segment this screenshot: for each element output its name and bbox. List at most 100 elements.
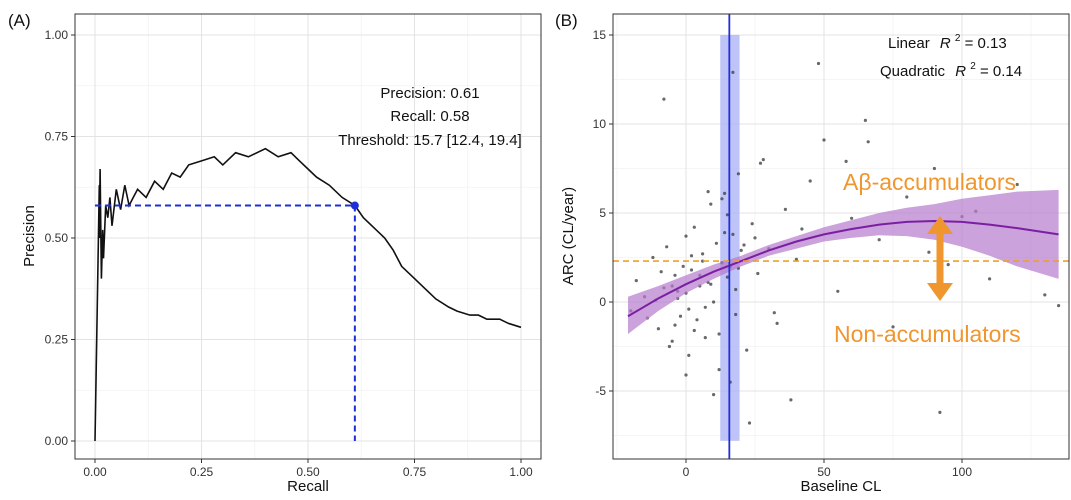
x-tick-label: 0.25: [190, 465, 214, 479]
scatter-point: [775, 321, 779, 325]
scatter-point: [662, 97, 666, 101]
scatter-point: [712, 300, 716, 304]
scatter-point: [684, 373, 688, 377]
quadratic-r2-value: = 0.14: [980, 63, 1022, 80]
quadratic-label: Quadratic: [880, 63, 946, 80]
scatter-point: [725, 213, 730, 217]
scatter-point: [946, 263, 950, 267]
scatter-point: [905, 195, 909, 199]
threshold-annotation: Threshold: 15.7 [12.4, 19.4]: [338, 132, 521, 149]
scatter-point: [723, 191, 727, 195]
panel-a-label: (A): [8, 11, 31, 30]
scatter-point: [714, 241, 719, 245]
scatter-point: [717, 368, 721, 372]
scatter-point: [701, 252, 705, 256]
y-tick-label: 15: [593, 28, 607, 42]
scatter-point: [734, 312, 738, 317]
scatter-point: [667, 344, 672, 349]
scatter-point: [761, 158, 765, 162]
linear-label: Linear: [888, 35, 930, 52]
scatter-point: [689, 254, 694, 258]
panel-a-marks: [94, 147, 522, 442]
scatter-point: [709, 282, 713, 286]
y-tick-label: 0.75: [45, 130, 69, 144]
quadratic-r-symbol: R: [955, 63, 966, 80]
accumulators-label: Aβ-accumulators: [843, 169, 1016, 195]
scatter-point: [692, 225, 696, 229]
scatter-point: [927, 250, 931, 254]
scatter-point: [720, 197, 724, 201]
recall-annotation: Recall: 0.58: [390, 108, 469, 125]
scatter-point: [988, 277, 992, 281]
scatter-point: [844, 159, 848, 163]
scatter-point: [783, 207, 788, 211]
scatter-point: [681, 264, 685, 268]
scatter-point: [756, 271, 760, 276]
y-tick-label: -5: [595, 384, 606, 398]
linear-r2-value: = 0.13: [965, 35, 1007, 52]
scatter-point: [863, 118, 868, 122]
fit-confidence-band: [628, 189, 1059, 334]
scatter-point: [717, 332, 721, 336]
scatter-point: [656, 327, 661, 331]
linear-r2-annotation: Linear R 2 = 0.13: [888, 28, 1007, 52]
scatter-point: [739, 248, 743, 252]
scatter-point: [703, 305, 707, 309]
scatter-point: [659, 270, 663, 274]
y-tick-label: 0.50: [45, 231, 69, 245]
scatter-point: [684, 234, 688, 238]
scatter-point: [794, 257, 799, 261]
panel-a-y-axis-title: Precision: [21, 205, 38, 267]
scatter-point: [703, 336, 707, 340]
scatter-point: [712, 393, 716, 397]
panel-a-ticks: 0.00 0.25 0.50 0.75 1.00 0.00 0.25 0.50 0.75 1.00: [45, 28, 533, 479]
y-tick-label: 1.00: [45, 28, 69, 42]
precision-recall-curve: [94, 147, 522, 442]
panel-b: (B) 0 50 100 -5 0 5 10 15 Baseline CL ARC (CL/y…: [555, 11, 1070, 495]
scatter-point: [750, 222, 754, 226]
y-tick-label: 0: [599, 295, 606, 309]
quadratic-fit-line: [627, 219, 1059, 318]
scatter-point: [758, 161, 763, 165]
scatter-point: [742, 243, 746, 247]
scatter-point: [866, 140, 870, 144]
scatter-point: [723, 231, 727, 235]
scatter-point: [938, 410, 942, 414]
x-tick-label: 0.75: [403, 465, 427, 479]
scatter-point: [736, 172, 741, 176]
scatter-point: [877, 238, 881, 242]
x-tick-label: 0.50: [296, 465, 320, 479]
scatter-point: [808, 179, 812, 183]
double-arrow-icon: [927, 216, 953, 301]
scatter-point: [670, 339, 674, 343]
scatter-point: [850, 216, 854, 220]
linear-r-symbol: R: [940, 35, 951, 52]
y-tick-label: 5: [599, 206, 606, 220]
scatter-point: [753, 236, 757, 240]
scatter-point: [687, 353, 691, 357]
panel-b-ticks: 0 50 100 -5 0 5 10 15: [593, 28, 973, 479]
scatter-point: [731, 232, 735, 236]
scatter-point: [678, 314, 683, 318]
x-tick-label: 0: [683, 465, 690, 479]
optimal-point: [350, 201, 359, 210]
x-tick-label: 100: [952, 465, 972, 479]
scatter-point: [706, 190, 710, 194]
scatter-point: [689, 268, 694, 272]
scatter-point: [745, 348, 749, 352]
scatter-point: [731, 70, 735, 74]
scatter-point: [695, 318, 699, 322]
y-tick-label: 10: [593, 117, 607, 131]
precision-annotation: Precision: 0.61: [380, 85, 479, 102]
quadratic-r2-annotation: Quadratic R 2 = 0.14: [880, 56, 1022, 80]
scatter-point: [665, 245, 669, 249]
scatter-point: [836, 289, 840, 293]
scatter-point: [634, 279, 638, 283]
scatter-point: [734, 287, 738, 292]
scatter-point: [687, 307, 691, 311]
panel-b-x-axis-title: Baseline CL: [801, 478, 882, 495]
x-tick-label: 1.00: [509, 465, 533, 479]
quadratic-r-superscript: 2: [970, 61, 976, 72]
panel-a: (A) 0.00 0.25 0.50 0.75 1.00 0.00 0.25 0.50 0.75…: [8, 11, 542, 495]
